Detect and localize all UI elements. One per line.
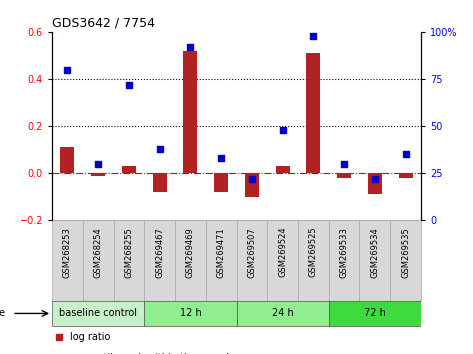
Point xyxy=(341,161,348,167)
Text: GSM269469: GSM269469 xyxy=(186,227,195,278)
Point xyxy=(371,176,378,182)
Bar xyxy=(175,220,206,301)
Point xyxy=(125,82,132,87)
Bar xyxy=(245,173,259,197)
Text: time: time xyxy=(0,308,6,319)
Text: GSM269467: GSM269467 xyxy=(155,227,164,278)
Bar xyxy=(267,220,298,301)
Text: GSM269535: GSM269535 xyxy=(401,227,410,278)
Bar xyxy=(153,173,166,192)
Text: GDS3642 / 7754: GDS3642 / 7754 xyxy=(52,16,155,29)
Text: 12 h: 12 h xyxy=(180,308,201,319)
Bar xyxy=(368,173,382,194)
Text: GSM269507: GSM269507 xyxy=(247,227,256,278)
Point xyxy=(64,352,72,354)
Text: GSM269534: GSM269534 xyxy=(370,227,379,278)
Point xyxy=(186,44,194,50)
Bar xyxy=(329,220,359,301)
Bar xyxy=(144,301,236,326)
Bar xyxy=(214,173,228,192)
Bar xyxy=(184,51,197,173)
Bar xyxy=(114,220,144,301)
Text: log ratio: log ratio xyxy=(70,332,111,342)
Bar xyxy=(236,220,267,301)
Point xyxy=(156,146,164,152)
Bar xyxy=(52,301,144,326)
Bar xyxy=(307,53,320,173)
Bar xyxy=(276,166,289,173)
Bar xyxy=(236,301,329,326)
Text: baseline control: baseline control xyxy=(59,308,137,319)
Point xyxy=(64,341,72,346)
Point xyxy=(248,176,255,182)
Bar xyxy=(399,173,412,178)
Bar xyxy=(52,220,83,301)
Point xyxy=(94,161,102,167)
Text: GSM269471: GSM269471 xyxy=(217,227,226,278)
Bar xyxy=(390,220,421,301)
Bar xyxy=(61,147,74,173)
Bar xyxy=(337,173,351,178)
Bar xyxy=(359,220,390,301)
Bar xyxy=(91,173,105,176)
Bar xyxy=(144,220,175,301)
Text: 24 h: 24 h xyxy=(272,308,293,319)
Text: GSM269533: GSM269533 xyxy=(340,227,349,278)
Text: GSM268254: GSM268254 xyxy=(94,227,103,278)
Point xyxy=(279,127,287,133)
Point xyxy=(310,33,317,39)
Bar xyxy=(83,220,114,301)
Text: GSM269524: GSM269524 xyxy=(278,227,287,278)
Text: GSM268253: GSM268253 xyxy=(63,227,72,278)
Bar xyxy=(298,220,329,301)
Point xyxy=(217,155,225,161)
Text: GSM269525: GSM269525 xyxy=(309,227,318,278)
Text: GSM268255: GSM268255 xyxy=(124,227,133,278)
Bar xyxy=(329,301,421,326)
Text: 72 h: 72 h xyxy=(364,308,386,319)
Bar xyxy=(206,220,236,301)
Text: percentile rank within the sample: percentile rank within the sample xyxy=(70,353,236,354)
Point xyxy=(402,152,410,157)
Point xyxy=(63,67,71,72)
Bar xyxy=(122,166,136,173)
